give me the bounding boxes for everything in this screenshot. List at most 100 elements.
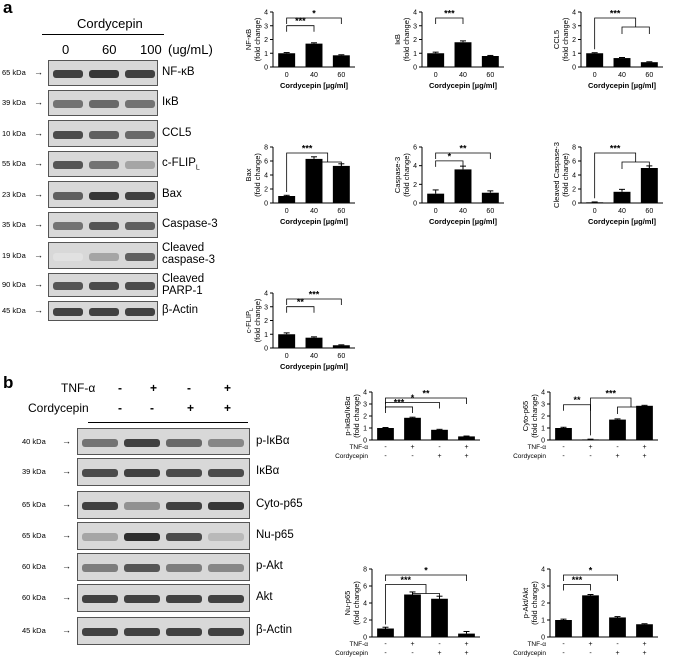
- y-axis-label: p-IκBα/IκBα: [343, 396, 352, 436]
- blot-band: [124, 628, 160, 636]
- bar-chart: 0 1 2 3 4 p-IκBα/IκBα (fold change) TNF-α - + - + Co…: [335, 389, 480, 460]
- arrow-icon: →: [62, 625, 71, 635]
- mw-marker: 10 kDa: [2, 128, 26, 138]
- x-tick-label: 60: [337, 72, 345, 79]
- factor-sign: -: [562, 453, 565, 460]
- blot-band: [208, 628, 244, 636]
- y-tick-label: 0: [413, 201, 417, 208]
- y-axis-label: Cleaved Caspase-3: [552, 142, 561, 208]
- blot-band: [82, 564, 118, 572]
- bar: [458, 436, 475, 440]
- y-axis-label: Nu-p65: [343, 591, 352, 616]
- protein-label: β-Actin: [162, 304, 199, 316]
- x-tick-label: 60: [486, 72, 494, 79]
- significance-bracket: [286, 25, 315, 32]
- blot-band: [166, 628, 202, 636]
- arrow-icon: →: [34, 305, 43, 315]
- blot-band: [89, 222, 119, 230]
- significance-label: **: [297, 297, 305, 307]
- blot-band: [125, 161, 155, 169]
- y-tick-label: 0: [264, 65, 268, 72]
- significance-bracket: [385, 584, 427, 625]
- blot-band: [89, 130, 119, 139]
- y-axis-label-unit: (fold change): [402, 153, 411, 197]
- panel-b-factor-header: TNF-α - + - + Cordycepin - - + +: [0, 381, 240, 421]
- bar: [377, 428, 394, 440]
- blot-band: [89, 100, 119, 108]
- panel-b-blots: 40 kDa → p-IκBα 39 kDa → IκBα 65 kDa → Cyto-p65 6…: [0, 428, 320, 664]
- blot-band: [53, 252, 83, 261]
- x-tick-label: 60: [337, 353, 345, 360]
- factor-sign: +: [642, 641, 646, 648]
- blot-band: [208, 533, 244, 541]
- bar: [555, 428, 572, 440]
- mw-marker: 39 kDa: [2, 98, 26, 107]
- significance-bracket: [563, 404, 591, 411]
- factor-sign: +: [437, 650, 441, 657]
- blot-band: [53, 282, 83, 290]
- bar: [431, 429, 448, 440]
- blot-band: [124, 595, 160, 603]
- mw-marker: 45 kDa: [22, 626, 46, 635]
- blot-band: [166, 502, 202, 510]
- blot-band: [82, 502, 118, 510]
- y-axis-label-unit: (fold change): [253, 17, 262, 61]
- bar: [481, 192, 499, 203]
- x-tick-label: 60: [337, 208, 345, 215]
- protein-label: NF-κB: [162, 66, 195, 78]
- y-tick-label: 0: [413, 65, 417, 72]
- significance-bracket: [590, 397, 632, 436]
- y-tick-label: 4: [541, 567, 545, 574]
- factor-sign: +: [588, 444, 592, 451]
- y-tick-label: 2: [413, 182, 417, 189]
- factor-name: Cordycepin: [28, 401, 89, 415]
- arrow-icon: →: [34, 158, 43, 168]
- y-tick-label: 2: [572, 187, 576, 194]
- blot-band: [82, 628, 118, 636]
- x-tick-label: 40: [459, 208, 467, 215]
- y-axis-label: Bax: [244, 168, 253, 181]
- blot-strip: [48, 301, 158, 321]
- significance-bracket: [594, 17, 637, 50]
- bar: [609, 419, 626, 440]
- y-axis-label: NF-κB: [244, 29, 253, 50]
- protein-label: p-Akt: [256, 560, 283, 572]
- y-tick-label: 3: [541, 584, 545, 591]
- y-tick-label: 0: [541, 635, 545, 642]
- x-axis-label: Cordycepin [µg/ml]: [429, 81, 498, 90]
- factor-sign: +: [588, 641, 592, 648]
- concentration-label: 100: [140, 42, 162, 57]
- y-axis-label-unit: (fold change): [402, 17, 411, 61]
- blot-band: [53, 130, 83, 139]
- x-axis-label: Cordycepin [µg/ml]: [588, 217, 657, 226]
- y-tick-label: 4: [572, 173, 576, 180]
- factor-sign: -: [438, 444, 441, 451]
- concentration-label: 60: [102, 42, 117, 57]
- blot-band: [208, 595, 244, 603]
- factor-sign: -: [118, 381, 122, 395]
- factor-sign: +: [642, 453, 646, 460]
- bar: [636, 405, 653, 440]
- bar: [640, 168, 658, 203]
- arrow-icon: →: [62, 592, 71, 602]
- factor-sign: +: [410, 444, 414, 451]
- y-tick-label: 2: [413, 37, 417, 44]
- mw-marker: 65 kDa: [22, 500, 46, 509]
- blot-band: [166, 564, 202, 572]
- blot-band: [125, 252, 155, 261]
- mw-marker: 65 kDa: [22, 531, 46, 540]
- factor-sign: -: [384, 453, 387, 460]
- y-tick-label: 2: [264, 318, 268, 325]
- y-axis-label: c-FLIPL: [244, 308, 255, 333]
- y-axis-label: p-Akt/Akt: [521, 587, 530, 618]
- y-tick-label: 3: [363, 402, 367, 409]
- mw-marker: 19 kDa: [2, 250, 26, 260]
- x-tick-label: 0: [434, 72, 438, 79]
- significance-bracket: [435, 160, 464, 167]
- significance-label: *: [312, 9, 316, 19]
- x-tick-label: 0: [285, 353, 289, 360]
- protein-label: Cleaved caspase-3: [162, 242, 216, 266]
